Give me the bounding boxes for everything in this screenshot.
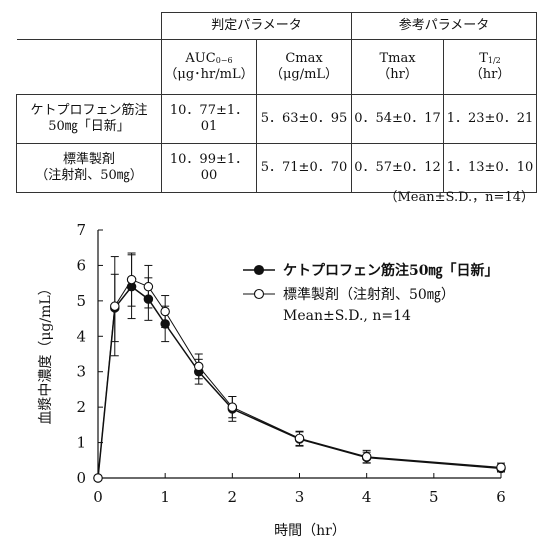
row-label-line2: （注射剤、50㎎） [35,168,143,183]
table-footnote: （Mean±S.D.，n=14） [384,190,535,205]
chart-axes: 0 1 2 3 4 5 6 7 0 1 2 3 4 5 6 [76,221,505,506]
data-point [93,473,103,483]
data-point [227,402,238,412]
y-tick-label: 4 [76,327,86,345]
legend-marker [253,288,265,300]
x-axis-label: 時間（hr） [274,523,346,539]
column-name: Tmax [379,50,416,66]
cell-thalf: 1．23±0．21 [443,94,537,144]
column-name: T [479,50,488,66]
column-unit: （hr） [469,67,511,82]
pk-parameter-table: 判定パラメータ 参考パラメータ AUC0−6 （μg･hr/mL） Cmax （… [16,12,537,193]
column-unit: （μg･hr/mL） [164,67,254,82]
cell-auc: 10．99±1．00 [161,143,257,193]
column-header-cmax: Cmax （μg/mL） [256,39,352,95]
x-tick-label: 6 [496,488,506,506]
series-line [97,285,502,479]
column-unit: （μg/mL） [269,67,339,82]
cell-thalf: 1．13±0．10 [443,143,537,193]
x-tick-label: 2 [228,488,238,506]
cell-auc: 10．77±1．01 [161,94,257,144]
group-header-reference: 参考パラメータ [351,12,537,40]
data-point [194,361,204,372]
legend-note: Mean±S.D., n=14 [283,308,411,324]
data-point [143,281,154,292]
data-point [160,306,170,317]
data-point [294,433,305,444]
data-point [110,301,120,311]
row-header-test: ケトプロフェン筋注 50㎎「日新」 [16,94,162,144]
column-name: AUC [185,50,216,66]
column-name: Cmax [285,50,323,66]
y-tick-label: 5 [76,292,86,310]
data-point [126,274,137,285]
column-header-thalf: T1/2 （hr） [443,39,537,95]
legend-label: ケトプロフェン筋注50㎎「日新」 [283,262,498,280]
cell-cmax: 5．63±0．95 [256,94,352,144]
x-tick-label: 3 [295,488,305,506]
y-tick-label: 2 [76,398,86,416]
legend-marker [253,264,265,276]
row-header-reference: 標準製剤 （注射剤、50㎎） [16,143,162,193]
series-line [97,278,502,479]
data-point [160,319,170,329]
column-header-tmax: Tmax （hr） [351,39,444,95]
legend-label: 標準製剤（注射剤、50㎎） [283,287,455,303]
x-tick-label: 5 [429,488,439,506]
x-tick-label: 1 [160,488,170,506]
column-subscript: 1/2 [487,55,501,65]
table-corner-lower [16,39,162,95]
data-point [361,451,372,462]
chart-series [93,252,506,483]
cell-tmax: 0．54±0．17 [351,94,444,144]
group-header-judgment: 判定パラメータ [161,12,352,40]
table-row: ケトプロフェン筋注 50㎎「日新」 10．77±1．01 5．63±0．95 0… [16,94,537,144]
concentration-time-chart: 0 1 2 3 4 5 6 7 0 1 2 3 4 5 6 ケトプロフェン筋注50㎎「日新」標準製剤（注射剤… [38,221,506,539]
table-row: 標準製剤 （注射剤、50㎎） 10．99±1．00 5．71±0．70 0．57… [16,143,537,193]
row-label-line1: 標準製剤 [62,151,115,167]
y-tick-label: 6 [76,256,86,274]
y-tick-label: 7 [76,221,86,239]
row-label-line1: ケトプロフェン筋注 [30,102,148,118]
x-tick-label: 0 [93,488,103,506]
y-tick-label: 3 [76,363,86,381]
chart-legend: ケトプロフェン筋注50㎎「日新」標準製剤（注射剤、50㎎） Mean±S.D., … [243,262,498,324]
table-corner [16,12,162,40]
column-subscript: 0−6 [215,55,233,65]
column-header-auc: AUC0−6 （μg･hr/mL） [161,39,257,95]
row-label-line2: 50㎎「日新」 [48,119,130,134]
cell-cmax: 5．71±0．70 [256,143,352,193]
y-tick-label: 1 [76,434,86,452]
x-tick-label: 4 [362,488,372,506]
y-tick-label: 0 [76,469,86,487]
data-point [143,294,154,304]
column-unit: （hr） [377,67,418,82]
data-point [496,462,506,473]
y-axis-label: 血漿中濃度（μg/mL） [38,281,54,424]
